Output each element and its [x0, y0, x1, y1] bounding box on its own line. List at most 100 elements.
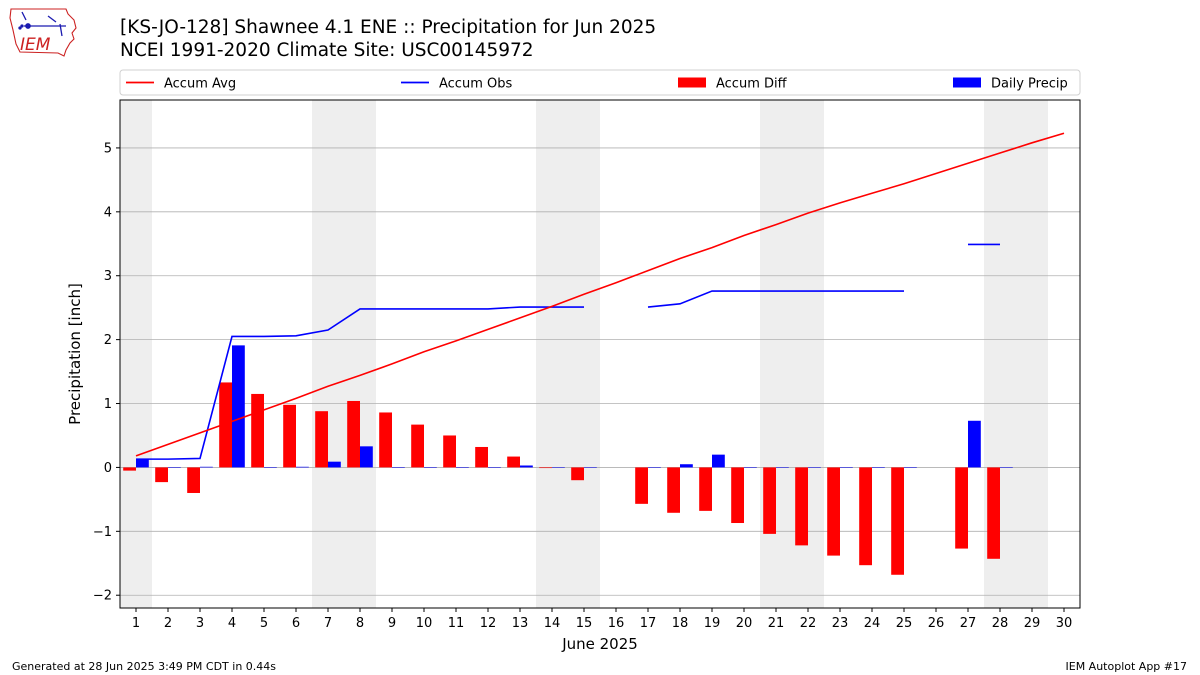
- logo-text: IEM: [20, 35, 51, 55]
- legend-accum-diff-swatch: [678, 77, 706, 88]
- accum-diff-bar: [539, 467, 552, 469]
- iem-logo: IEM: [8, 6, 80, 62]
- accum-diff-bar: [891, 467, 904, 575]
- generated-note: Generated at 28 Jun 2025 3:49 PM CDT in …: [12, 660, 277, 673]
- x-tick-label: 11: [448, 616, 465, 631]
- accum-diff-bar: [187, 467, 200, 493]
- daily-precip-bar: [520, 465, 533, 468]
- daily-precip-bar: [360, 446, 373, 468]
- x-tick-label: 1: [132, 616, 140, 631]
- x-tick-label: 21: [768, 616, 785, 631]
- gridlines: [120, 147, 1080, 596]
- accum-obs-line: [136, 306, 584, 460]
- legend-accum-obs-label: Accum Obs: [439, 77, 512, 92]
- daily-precip-bar: [200, 466, 213, 468]
- daily-precip-bar: [808, 467, 821, 468]
- app-note: IEM Autoplot App #17: [1065, 660, 1188, 673]
- accum-diff-bar: [763, 467, 776, 534]
- daily-precip-bar: [776, 467, 789, 468]
- x-tick-label: 2: [164, 616, 172, 631]
- daily-precip-bar: [232, 345, 245, 468]
- weekend-shade: [120, 100, 152, 608]
- y-axis-label: Precipitation [inch]: [66, 283, 84, 425]
- x-tick-label: 13: [512, 616, 529, 631]
- x-tick-label: 8: [356, 616, 364, 631]
- accum-diff-bar: [507, 456, 520, 468]
- x-tick-label: 30: [1056, 616, 1073, 631]
- x-tick-label: 18: [672, 616, 689, 631]
- y-tick-label: 1: [104, 397, 112, 412]
- accum-diff-bar: [571, 467, 584, 481]
- x-tick-label: 25: [896, 616, 913, 631]
- daily-precip-bar: [584, 467, 597, 468]
- accum-diff-bar: [155, 467, 168, 483]
- x-tick-label: 24: [864, 616, 881, 631]
- daily-precip-bar: [488, 467, 501, 468]
- daily-precip-bar: [840, 467, 853, 468]
- daily-precip-bar: [872, 467, 885, 468]
- daily-precip-bar: [296, 466, 309, 468]
- daily-precip-bar: [552, 467, 565, 468]
- plot-frame: [119, 99, 1081, 609]
- y-tick-label: 5: [104, 141, 112, 156]
- daily-precip-bar: [904, 467, 917, 468]
- y-tick-label: 4: [104, 205, 112, 220]
- daily-precip-bar: [1000, 467, 1013, 468]
- accum-diff-bar: [379, 412, 392, 468]
- accum-diff-bar: [987, 467, 1000, 559]
- x-tick-label: 14: [544, 616, 561, 631]
- accum-diff-bar: [123, 467, 136, 471]
- x-tick-label: 27: [960, 616, 977, 631]
- accum-diff-bar: [283, 404, 296, 468]
- daily-precip-bar: [424, 467, 437, 468]
- bars: [123, 345, 1013, 575]
- accum-diff-bar: [315, 411, 328, 468]
- x-tick-label: 12: [480, 616, 497, 631]
- accum-diff-bar: [827, 467, 840, 556]
- daily-precip-bar: [136, 459, 149, 468]
- accum-avg-line: [135, 132, 1065, 457]
- x-tick-label: 6: [292, 616, 300, 631]
- x-tick-label: 9: [388, 616, 396, 631]
- y-tick-label: 0: [104, 461, 112, 476]
- legend-daily-precip-label: Daily Precip: [991, 77, 1068, 92]
- lines: [135, 132, 1065, 460]
- accum-diff-bar: [251, 393, 264, 468]
- weekend-shading: [120, 100, 1048, 608]
- daily-precip-bar: [680, 464, 693, 468]
- x-tick-label: 16: [608, 616, 625, 631]
- daily-precip-bar: [328, 461, 341, 468]
- legend-accum-avg-label: Accum Avg: [164, 77, 236, 92]
- daily-precip-bar: [264, 467, 277, 468]
- legend: Accum Avg Accum Obs Accum Diff Daily Precip: [119, 69, 1081, 96]
- accum-diff-bar: [443, 435, 456, 468]
- legend-accum-diff-label: Accum Diff: [716, 77, 788, 92]
- y-tick-label: 3: [104, 269, 112, 284]
- legend-daily-precip-swatch: [953, 77, 981, 88]
- weekend-shade: [536, 100, 600, 608]
- accum-diff-bar: [667, 467, 680, 513]
- daily-precip-bar: [968, 420, 981, 468]
- daily-precip-bar: [744, 467, 757, 468]
- accum-diff-bar: [859, 467, 872, 566]
- x-tick-label: 15: [576, 616, 593, 631]
- accum-diff-bar: [219, 382, 232, 468]
- weekend-shade: [312, 100, 376, 608]
- x-tick-label: 28: [992, 616, 1009, 631]
- x-tick-label: 26: [928, 616, 945, 631]
- y-tick-label: 2: [104, 333, 112, 348]
- chart-subtitle: NCEI 1991-2020 Climate Site: USC00145972: [120, 40, 534, 61]
- x-tick-label: 4: [228, 616, 236, 631]
- x-axis-label: June 2025: [561, 635, 638, 653]
- x-tick-label: 7: [324, 616, 332, 631]
- x-tick-label: 23: [832, 616, 849, 631]
- accum-diff-bar: [475, 446, 488, 468]
- legend-box: [119, 69, 1081, 96]
- accum-diff-bar: [795, 467, 808, 546]
- x-tick-label: 3: [196, 616, 204, 631]
- y-tick-label: −2: [93, 589, 112, 604]
- x-tick-label: 20: [736, 616, 753, 631]
- accum-diff-bar: [699, 467, 712, 511]
- accum-diff-bar: [955, 467, 968, 549]
